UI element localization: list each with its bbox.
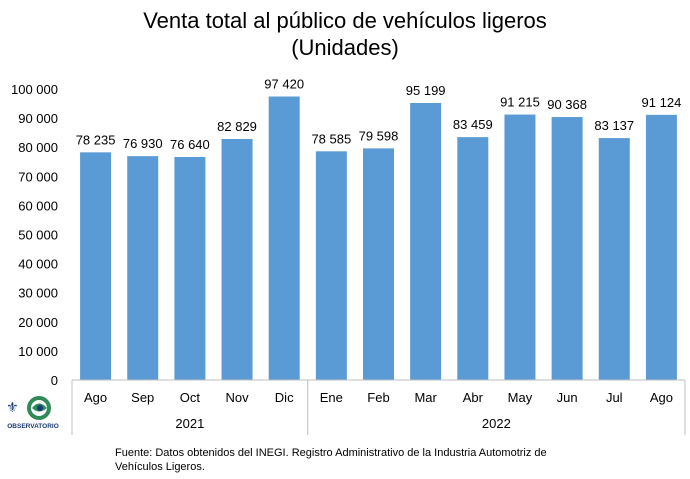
bar [80, 152, 112, 380]
group-label: 2021 [175, 416, 204, 431]
source-note: Fuente: Datos obtenidos del INEGI. Regis… [115, 447, 547, 473]
x-tick-label: Oct [180, 390, 201, 405]
y-tick-label: 50 000 [18, 228, 58, 243]
y-tick-label: 80 000 [18, 140, 58, 155]
bar [551, 117, 583, 381]
x-tick-label: Jun [557, 390, 578, 405]
data-label: 82 829 [217, 119, 257, 134]
bar [645, 114, 677, 380]
y-tick-label: 70 000 [18, 169, 58, 184]
x-tick-label: Jul [606, 390, 623, 405]
data-label: 90 368 [547, 97, 587, 112]
data-label: 76 640 [170, 137, 210, 152]
data-label: 97 420 [264, 77, 304, 92]
x-tick-label: May [508, 390, 533, 405]
data-label: 76 930 [123, 136, 163, 151]
bar [598, 138, 630, 380]
data-label: 78 585 [311, 131, 351, 146]
y-tick-label: 10 000 [18, 344, 58, 359]
observatorio-logo: ⚜ OBSERVATORIO [2, 393, 64, 441]
chart-title-line2: (Unidades) [291, 35, 399, 60]
bar [457, 137, 489, 380]
logo-label: OBSERVATORIO [7, 423, 59, 430]
x-tick-label: Abr [463, 390, 484, 405]
y-tick-label: 90 000 [18, 111, 58, 126]
x-tick-label: Sep [131, 390, 154, 405]
bar [127, 156, 159, 380]
data-label: 83 459 [453, 117, 493, 132]
bar [504, 114, 536, 381]
y-tick-label: 100 000 [11, 82, 58, 97]
data-label: 91 215 [500, 95, 540, 110]
x-tick-label: Ene [320, 390, 343, 405]
bar [410, 102, 442, 380]
x-tick-label: Ago [650, 390, 673, 405]
bar [268, 96, 300, 380]
data-label: 95 199 [406, 83, 446, 98]
x-tick-label: Mar [414, 390, 437, 405]
data-label: 78 235 [76, 132, 116, 147]
chart-title: Venta total al público de vehículos lige… [0, 7, 690, 61]
x-tick-label: Ago [84, 390, 107, 405]
bar [221, 138, 253, 380]
x-tick-label: Dic [275, 390, 294, 405]
data-label: 83 137 [594, 118, 634, 133]
x-tick-label: Feb [367, 390, 389, 405]
bar [363, 148, 394, 380]
bar [174, 156, 206, 380]
data-label: 79 598 [359, 128, 399, 143]
y-tick-label: 20 000 [18, 315, 58, 330]
y-tick-label: 60 000 [18, 198, 58, 213]
y-tick-label: 0 [51, 373, 58, 388]
group-label: 2022 [482, 416, 511, 431]
y-tick-label: 40 000 [18, 257, 58, 272]
data-label: 91 124 [642, 95, 682, 110]
chart-title-line1: Venta total al público de vehículos lige… [143, 8, 547, 33]
x-tick-label: Nov [225, 390, 249, 405]
y-tick-label: 30 000 [18, 286, 58, 301]
bar [315, 151, 347, 380]
observatorio-emblem-icon: ⚜ [6, 396, 51, 420]
svg-text:⚜: ⚜ [6, 400, 19, 416]
